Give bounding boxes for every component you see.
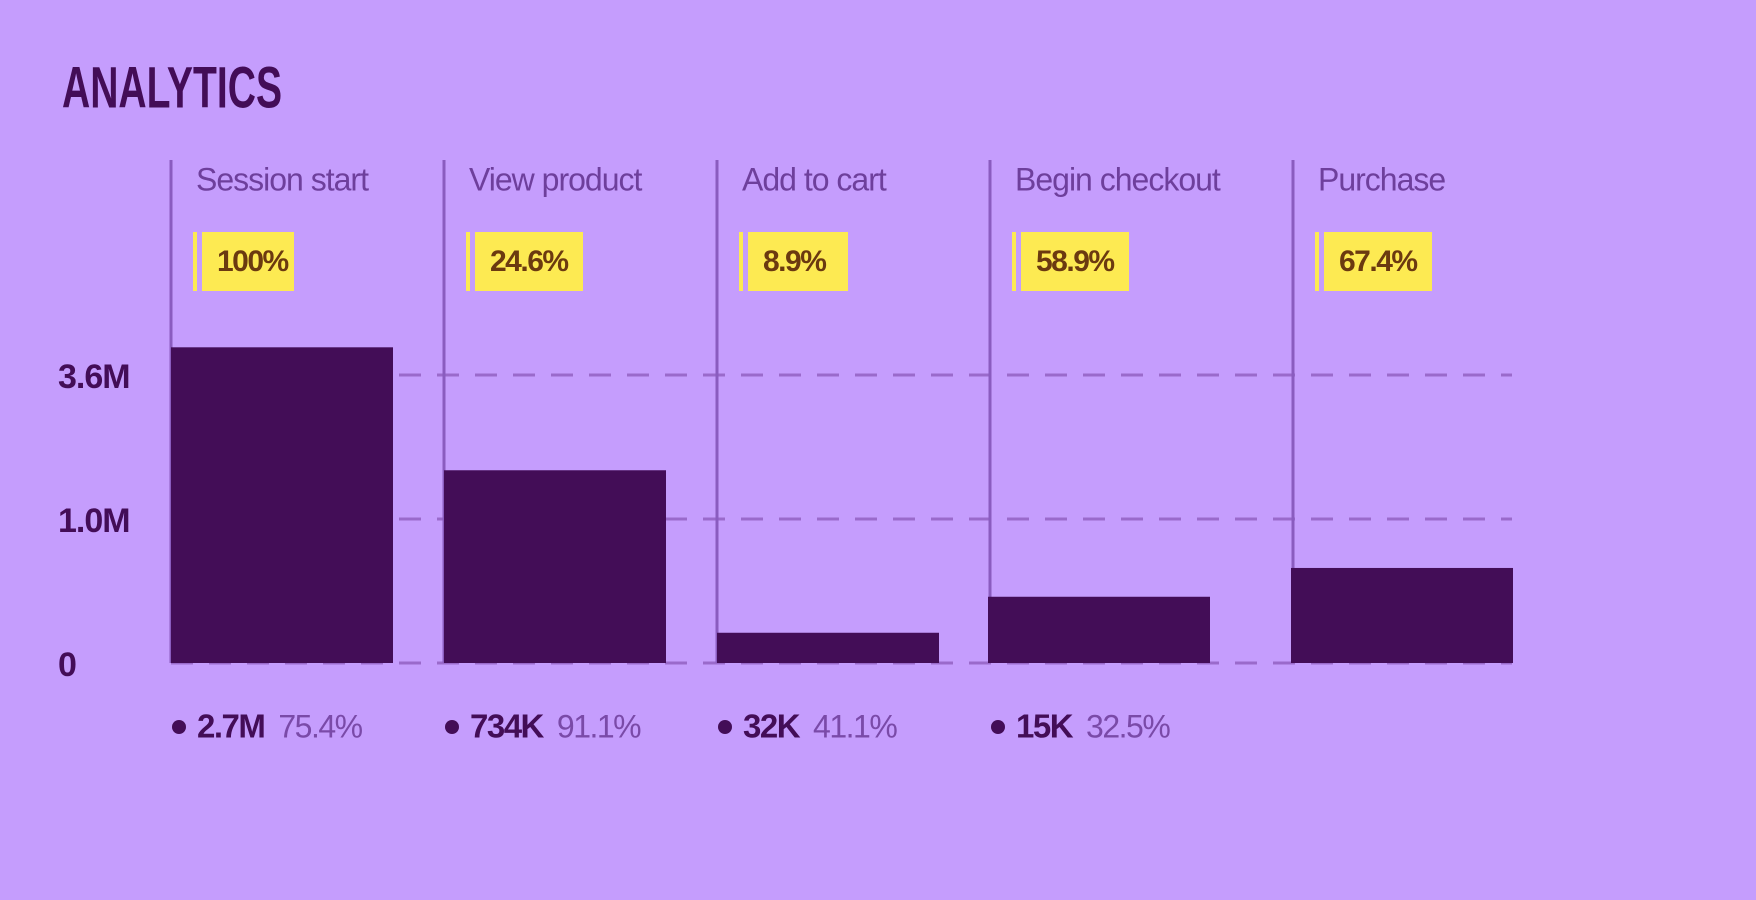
bar [988,596,1210,663]
bar [717,632,939,663]
y-tick-label: 1.0M [58,502,130,540]
footer-value: 15K [1016,708,1074,745]
footer-value: 32K [743,708,801,745]
badge-label: 100% [217,245,289,278]
badge [475,232,583,291]
badge-stripe [1315,232,1319,291]
footer-value: 2.7M [197,708,264,745]
footer-rate: 91.1% [557,708,641,744]
footer-rate: 32.5% [1086,708,1170,744]
badge-label: 67.4% [1339,245,1417,278]
badge-stripe [193,232,197,291]
stage-label: Session start [196,161,369,197]
badge [202,232,294,291]
stage-label: Begin checkout [1015,161,1221,197]
bar [444,470,666,663]
y-tick-label: 0 [58,646,76,684]
stage-label: Add to cart [742,161,887,197]
footer-dot [991,720,1005,734]
badge-stripe [739,232,743,291]
badge-stripe [466,232,470,291]
footer-dot [445,720,459,734]
bar [1291,567,1513,663]
footer-dot [172,720,186,734]
stage-label: View product [469,161,643,197]
footer-value: 734K [470,708,545,745]
stage-label: Purchase [1318,161,1445,197]
footer-dot [718,720,732,734]
columns: Session start 100% 2.7M 75.4% View product 24… [169,160,1513,745]
footer-rate: 41.1% [813,708,897,744]
badge-label: 24.6% [490,245,568,278]
badge [1021,232,1129,291]
badge [748,232,848,291]
grid [171,373,1512,665]
badge-label: 58.9% [1036,245,1114,278]
bar [171,347,393,663]
badge-stripe [1012,232,1016,291]
y-tick-label: 3.6M [58,358,130,396]
badge [1324,232,1432,291]
chart-title: ANALYTICS [62,55,282,120]
footer-rate: 75.4% [278,708,362,744]
badge-label: 8.9% [763,245,826,278]
